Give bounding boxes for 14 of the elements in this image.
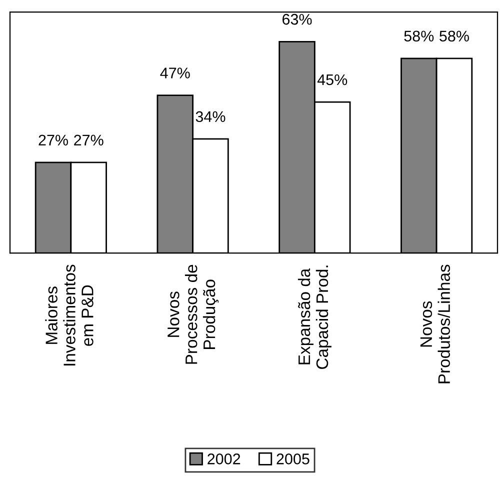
legend-label: 2005	[276, 454, 310, 464]
data-label: 58%	[440, 30, 469, 42]
legend-label: 2002	[208, 454, 240, 464]
data-label: 27%	[38, 134, 68, 146]
data-label: 45%	[317, 74, 348, 86]
x-tick-label: Novos Processos de Produção	[168, 264, 219, 364]
x-tick-label: Novos Produtos/Linhas	[420, 264, 450, 384]
data-label: 58%	[404, 30, 434, 42]
data-label: 34%	[196, 111, 226, 122]
data-label: 63%	[282, 14, 312, 25]
data-label: 47%	[160, 68, 190, 78]
x-tick-label: Expansão da Capacid Prod.	[298, 266, 332, 369]
data-label: 27%	[74, 134, 104, 146]
x-tick-label: Maiores Investimentos em P&D	[45, 264, 94, 366]
